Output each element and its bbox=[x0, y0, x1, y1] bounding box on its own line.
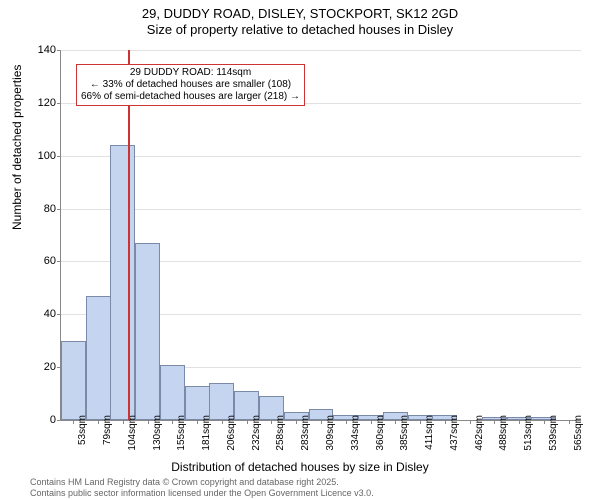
xtick-label: 334sqm bbox=[350, 415, 361, 451]
xtick-mark bbox=[172, 420, 173, 424]
ytick-label: 120 bbox=[26, 97, 56, 109]
xtick-mark bbox=[73, 420, 74, 424]
xtick-mark bbox=[420, 420, 421, 424]
ytick-mark bbox=[57, 261, 61, 262]
ytick-label: 140 bbox=[26, 44, 56, 56]
xtick-label: 181sqm bbox=[201, 415, 212, 451]
histogram-bar bbox=[110, 145, 135, 420]
ytick-mark bbox=[57, 103, 61, 104]
footer-attribution: Contains HM Land Registry data © Crown c… bbox=[30, 477, 374, 498]
xtick-mark bbox=[296, 420, 297, 424]
histogram-bar bbox=[61, 341, 86, 420]
xtick-mark bbox=[148, 420, 149, 424]
xtick-label: 539sqm bbox=[548, 415, 559, 451]
xtick-label: 258sqm bbox=[275, 415, 286, 451]
footer-line-2: Contains public sector information licen… bbox=[30, 488, 374, 498]
annotation-line-1: 29 DUDDY ROAD: 114sqm bbox=[81, 67, 300, 79]
xtick-mark bbox=[395, 420, 396, 424]
xtick-label: 155sqm bbox=[176, 415, 187, 451]
annotation-line-3: 66% of semi-detached houses are larger (… bbox=[81, 91, 300, 103]
xtick-label: 309sqm bbox=[325, 415, 336, 451]
xtick-label: 360sqm bbox=[375, 415, 386, 451]
ytick-label: 80 bbox=[26, 203, 56, 215]
y-axis-label: Number of detached properties bbox=[10, 65, 24, 230]
xtick-mark bbox=[271, 420, 272, 424]
histogram-bar bbox=[160, 365, 185, 421]
xtick-label: 437sqm bbox=[449, 415, 460, 451]
chart-title: 29, DUDDY ROAD, DISLEY, STOCKPORT, SK12 … bbox=[0, 0, 600, 37]
xtick-label: 462sqm bbox=[474, 415, 485, 451]
ytick-label: 100 bbox=[26, 150, 56, 162]
xtick-label: 206sqm bbox=[226, 415, 237, 451]
ytick-mark bbox=[57, 314, 61, 315]
title-line-2: Size of property relative to detached ho… bbox=[0, 22, 600, 38]
ytick-label: 0 bbox=[26, 414, 56, 426]
xtick-label: 488sqm bbox=[498, 415, 509, 451]
gridline bbox=[61, 50, 581, 51]
xtick-mark bbox=[519, 420, 520, 424]
annotation-line-2: ← 33% of detached houses are smaller (10… bbox=[81, 79, 300, 91]
xtick-mark bbox=[445, 420, 446, 424]
xtick-label: 513sqm bbox=[523, 415, 534, 451]
xtick-mark bbox=[247, 420, 248, 424]
xtick-label: 130sqm bbox=[152, 415, 163, 451]
ytick-label: 60 bbox=[26, 255, 56, 267]
title-line-1: 29, DUDDY ROAD, DISLEY, STOCKPORT, SK12 … bbox=[0, 6, 600, 22]
xtick-mark bbox=[346, 420, 347, 424]
xtick-label: 565sqm bbox=[573, 415, 584, 451]
xtick-mark bbox=[371, 420, 372, 424]
gridline bbox=[61, 156, 581, 157]
xtick-label: 385sqm bbox=[399, 415, 410, 451]
xtick-label: 104sqm bbox=[127, 415, 138, 451]
xtick-mark bbox=[470, 420, 471, 424]
ytick-label: 20 bbox=[26, 361, 56, 373]
gridline bbox=[61, 209, 581, 210]
xtick-label: 411sqm bbox=[424, 415, 435, 450]
xtick-mark bbox=[494, 420, 495, 424]
ytick-mark bbox=[57, 420, 61, 421]
xtick-mark bbox=[569, 420, 570, 424]
footer-line-1: Contains HM Land Registry data © Crown c… bbox=[30, 477, 374, 487]
histogram-bar bbox=[86, 296, 111, 420]
xtick-mark bbox=[197, 420, 198, 424]
xtick-mark bbox=[544, 420, 545, 424]
ytick-mark bbox=[57, 209, 61, 210]
xtick-mark bbox=[222, 420, 223, 424]
xtick-mark bbox=[321, 420, 322, 424]
x-axis-label: Distribution of detached houses by size … bbox=[0, 460, 600, 474]
ytick-label: 40 bbox=[26, 308, 56, 320]
xtick-label: 283sqm bbox=[300, 415, 311, 451]
ytick-mark bbox=[57, 50, 61, 51]
xtick-mark bbox=[123, 420, 124, 424]
chart-plot-area: 29 DUDDY ROAD: 114sqm ← 33% of detached … bbox=[60, 50, 581, 421]
ytick-mark bbox=[57, 156, 61, 157]
property-annotation-box: 29 DUDDY ROAD: 114sqm ← 33% of detached … bbox=[76, 64, 305, 106]
xtick-label: 232sqm bbox=[251, 415, 262, 451]
histogram-bar bbox=[135, 243, 160, 420]
xtick-mark bbox=[98, 420, 99, 424]
